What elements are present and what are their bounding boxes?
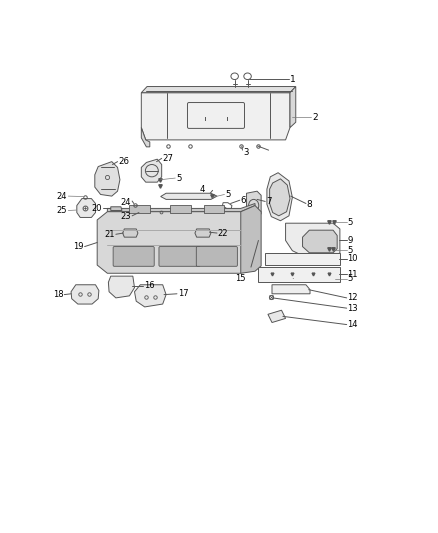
Polygon shape <box>241 206 261 273</box>
Polygon shape <box>71 285 99 304</box>
Text: 19: 19 <box>73 242 84 251</box>
Text: 14: 14 <box>347 320 358 329</box>
Text: 17: 17 <box>178 289 188 298</box>
Polygon shape <box>267 173 293 221</box>
Polygon shape <box>272 285 310 294</box>
Polygon shape <box>303 230 337 253</box>
Polygon shape <box>141 86 296 93</box>
Text: 26: 26 <box>118 157 129 166</box>
FancyBboxPatch shape <box>170 205 191 213</box>
Polygon shape <box>161 193 217 199</box>
Text: 24: 24 <box>57 191 67 200</box>
Text: 11: 11 <box>347 270 358 279</box>
Text: 13: 13 <box>347 304 358 313</box>
Text: 27: 27 <box>162 154 173 163</box>
Text: 7: 7 <box>266 197 272 206</box>
Text: 10: 10 <box>347 254 358 263</box>
Text: 12: 12 <box>347 293 358 302</box>
FancyBboxPatch shape <box>130 205 150 213</box>
Text: 18: 18 <box>53 290 63 299</box>
Polygon shape <box>111 207 122 211</box>
Polygon shape <box>247 191 261 218</box>
Text: 9: 9 <box>347 236 353 245</box>
Polygon shape <box>265 253 340 265</box>
FancyBboxPatch shape <box>204 205 224 213</box>
Text: 25: 25 <box>57 206 67 215</box>
Polygon shape <box>268 310 286 322</box>
Polygon shape <box>97 212 255 273</box>
Text: 8: 8 <box>307 200 312 209</box>
Polygon shape <box>95 161 120 196</box>
Polygon shape <box>141 93 290 140</box>
Text: 1: 1 <box>290 75 296 84</box>
Text: 5: 5 <box>225 190 231 199</box>
Text: 5: 5 <box>347 274 353 283</box>
FancyBboxPatch shape <box>196 247 237 266</box>
Polygon shape <box>290 86 296 127</box>
Text: 20: 20 <box>92 204 102 213</box>
Polygon shape <box>107 204 255 212</box>
Text: 3: 3 <box>243 148 249 157</box>
Polygon shape <box>141 127 150 147</box>
Polygon shape <box>134 285 166 307</box>
Text: 15: 15 <box>236 274 246 283</box>
Text: .: . <box>291 272 293 281</box>
Text: 4: 4 <box>200 185 205 194</box>
Polygon shape <box>195 229 211 237</box>
Polygon shape <box>108 276 134 298</box>
Polygon shape <box>270 179 290 216</box>
Polygon shape <box>141 159 162 182</box>
Polygon shape <box>286 223 340 259</box>
Polygon shape <box>123 229 138 237</box>
Text: 24: 24 <box>120 198 131 207</box>
Text: 2: 2 <box>312 113 318 122</box>
Text: 22: 22 <box>218 229 228 238</box>
Text: 16: 16 <box>144 281 154 290</box>
FancyBboxPatch shape <box>159 247 200 266</box>
Text: 5: 5 <box>347 246 353 255</box>
Polygon shape <box>77 199 95 217</box>
Polygon shape <box>258 266 340 282</box>
Text: 21: 21 <box>105 230 115 239</box>
Text: 5: 5 <box>347 218 353 227</box>
Text: 6: 6 <box>240 196 246 205</box>
Polygon shape <box>140 209 231 215</box>
FancyBboxPatch shape <box>113 247 154 266</box>
Text: 23: 23 <box>120 212 131 221</box>
Text: 5: 5 <box>176 174 181 183</box>
